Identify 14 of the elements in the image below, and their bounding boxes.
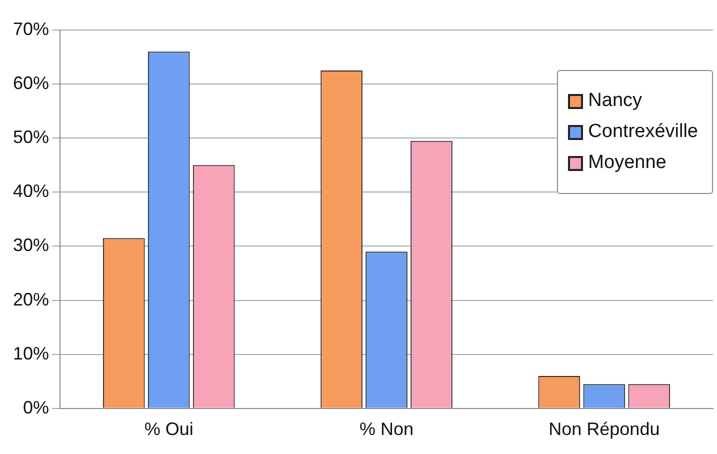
legend-label: Moyenne xyxy=(588,152,666,174)
y-tick-label: 10% xyxy=(12,343,50,364)
y-tick-label: 50% xyxy=(12,127,50,148)
y-tick-label: 70% xyxy=(12,18,50,39)
x-tick-label: % Oui xyxy=(144,419,194,440)
y-tick-label: 20% xyxy=(12,289,50,310)
legend-label: Nancy xyxy=(588,90,642,112)
y-tick-label: 0% xyxy=(23,397,50,418)
y-tick-label: 60% xyxy=(12,73,50,94)
y-tick-label: 40% xyxy=(12,181,50,202)
x-tick-label: % Non xyxy=(360,419,414,440)
legend-label: Contrexéville xyxy=(588,121,698,143)
x-tick-label: Non Répondu xyxy=(548,419,660,440)
y-tick-label: 30% xyxy=(12,235,50,256)
